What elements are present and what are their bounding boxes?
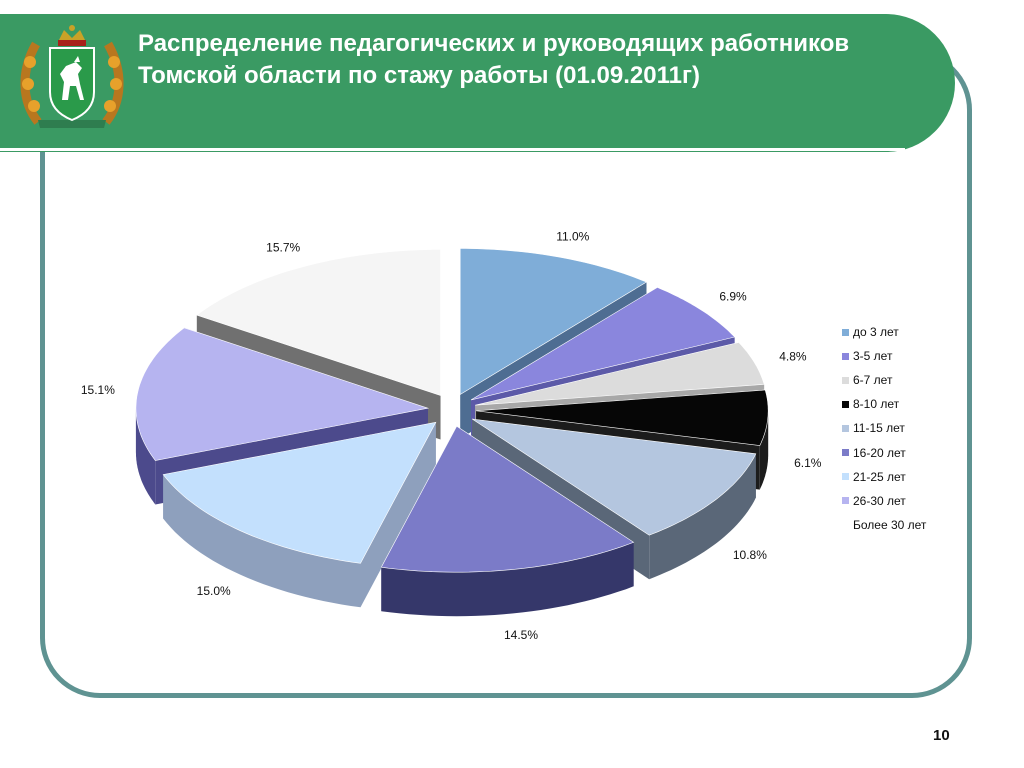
slice-top bbox=[459, 248, 648, 396]
legend-swatch bbox=[842, 352, 849, 360]
slice-label: 11.0% bbox=[556, 229, 589, 243]
slice-label: 6.9% bbox=[719, 290, 747, 304]
legend-label: 26-30 лет bbox=[853, 493, 906, 508]
slice-label: 4.8% bbox=[779, 350, 807, 364]
legend-swatch bbox=[842, 328, 849, 336]
header-rule bbox=[0, 148, 905, 151]
legend-item: 11-15 лет bbox=[842, 416, 962, 440]
slice-top bbox=[472, 418, 757, 536]
legend-swatch bbox=[842, 449, 849, 457]
legend-swatch bbox=[842, 497, 849, 505]
slice-top bbox=[196, 249, 441, 396]
slice-top bbox=[380, 425, 635, 573]
legend-label: 3-5 лет bbox=[853, 349, 893, 364]
legend-item: до 3 лет bbox=[842, 320, 962, 344]
header-band bbox=[0, 14, 955, 152]
legend-item: Более 30 лет bbox=[842, 513, 962, 537]
slice-rim bbox=[649, 453, 756, 580]
legend-swatch bbox=[842, 521, 849, 528]
slice-label: 15.0% bbox=[197, 584, 231, 598]
legend-swatch bbox=[842, 400, 849, 408]
page-number: 10 bbox=[933, 727, 950, 744]
slice-label: 15.1% bbox=[81, 383, 115, 397]
legend-swatch bbox=[842, 473, 849, 481]
legend-item: 3-5 лет bbox=[842, 344, 962, 368]
slice-label: 15.7% bbox=[266, 241, 300, 255]
legend-label: 8-10 лет bbox=[853, 397, 900, 412]
legend-swatch bbox=[842, 376, 849, 384]
slice-rim bbox=[163, 474, 361, 608]
legend-label: до 3 лет bbox=[853, 325, 899, 340]
legend-item: 26-30 лет bbox=[842, 489, 962, 513]
pie-slice-6 bbox=[380, 425, 635, 617]
legend-item: 21-25 лет bbox=[842, 465, 962, 489]
slice-label: 14.5% bbox=[504, 628, 538, 642]
slice-top bbox=[476, 389, 769, 446]
chart-legend: до 3 лет 3-5 лет 6-7 лет 8-10 лет 11-15 лет 1… bbox=[842, 320, 962, 537]
slice-rim bbox=[759, 410, 769, 490]
slice-top bbox=[135, 327, 430, 461]
slice-rim bbox=[135, 408, 156, 505]
legend-item: 16-20 лет bbox=[842, 440, 962, 464]
pie-slice-7 bbox=[162, 421, 437, 608]
legend-label: Более 30 лет bbox=[853, 517, 927, 532]
slice-top bbox=[470, 287, 736, 401]
legend-item: 6-7 лет bbox=[842, 368, 962, 392]
slice-top bbox=[475, 342, 765, 406]
legend-label: 6-7 лет bbox=[853, 373, 893, 388]
legend-item: 8-10 лет bbox=[842, 392, 962, 416]
legend-label: 21-25 лет bbox=[853, 469, 906, 484]
coat-of-arms-icon bbox=[18, 22, 126, 143]
slice-top bbox=[162, 421, 437, 564]
legend-label: 16-20 лет bbox=[853, 445, 906, 460]
legend-swatch bbox=[842, 424, 849, 432]
slice-label: 10.8% bbox=[733, 548, 767, 562]
slide-title: Распределение педагогических и руководящ… bbox=[138, 30, 850, 89]
legend-label: 11-15 лет bbox=[853, 421, 905, 436]
slice-label: 6.1% bbox=[794, 456, 822, 470]
